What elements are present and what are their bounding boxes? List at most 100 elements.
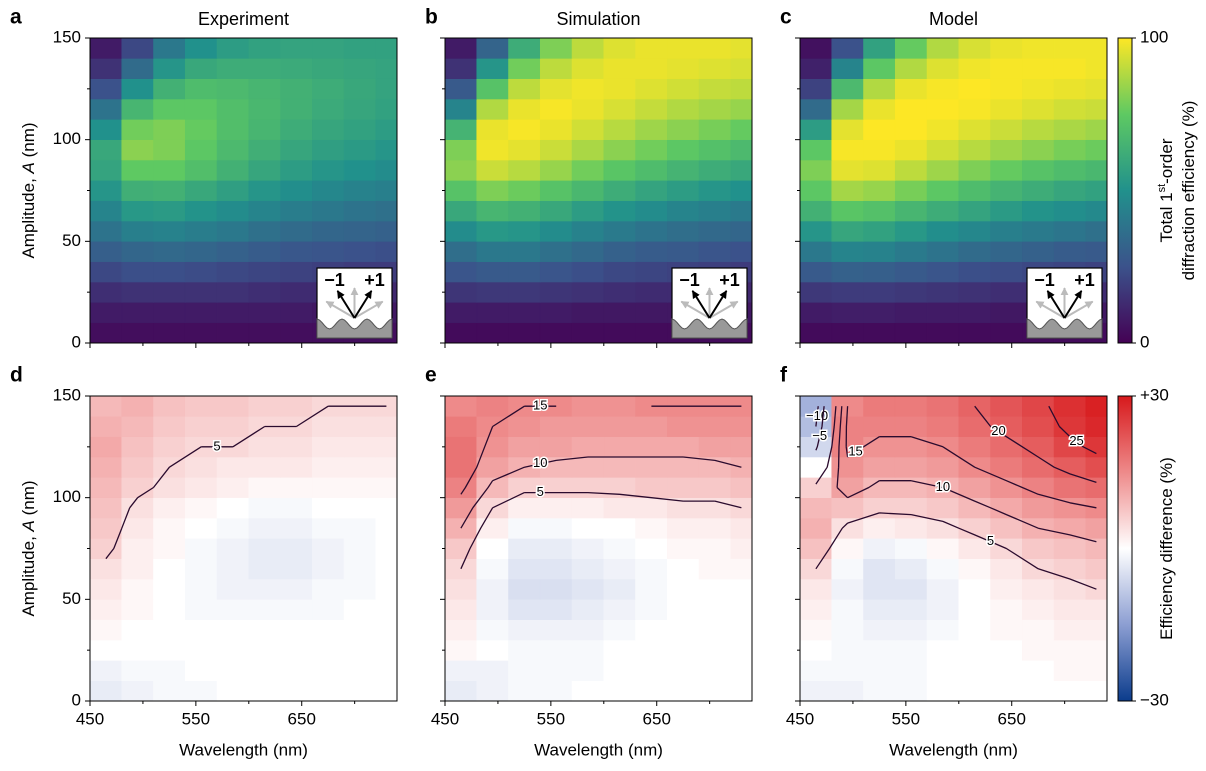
heatmap-cell <box>698 558 732 580</box>
heatmap-cell <box>635 200 668 222</box>
y-tick-label: 50 <box>62 231 81 250</box>
heatmap-cell <box>1085 497 1108 519</box>
heatmap-cell <box>184 119 218 140</box>
heatmap-cell <box>831 58 864 79</box>
heatmap-cell <box>635 58 668 79</box>
heatmap-cell <box>375 660 398 681</box>
inset-arrow <box>680 300 711 319</box>
contour-line <box>815 406 825 451</box>
heatmap-cell <box>216 119 250 140</box>
heatmap-cell <box>667 241 700 262</box>
heatmap-cell <box>571 660 605 681</box>
heatmap-cell <box>603 322 636 344</box>
heatmap-cell <box>216 660 250 681</box>
heatmap-cell <box>1053 680 1087 702</box>
inset-label: +1 <box>719 270 740 290</box>
heatmap-cell <box>730 477 753 498</box>
heatmap-cell <box>153 517 186 539</box>
contour-line <box>836 406 1097 543</box>
heatmap-cell <box>1053 241 1087 262</box>
heatmap-cell <box>539 619 573 641</box>
heatmap-cell <box>698 416 732 437</box>
contour-line <box>974 405 1097 484</box>
heatmap-cell <box>1085 395 1108 417</box>
heatmap-cell <box>312 200 345 222</box>
heatmap-cell <box>863 98 896 120</box>
heatmap-cell <box>476 680 509 702</box>
heatmap-cell <box>444 416 478 437</box>
heatmap-cell <box>863 302 896 323</box>
heatmap-cell <box>603 395 636 417</box>
heatmap-cell <box>730 497 753 519</box>
colorbar-tick-label: −30 <box>1140 690 1169 709</box>
heatmap-cell <box>184 517 218 539</box>
heatmap-cell <box>958 436 991 458</box>
contour-line <box>105 405 387 560</box>
contour-line <box>460 405 742 495</box>
colorbar-label: Total 1st-order <box>1156 138 1177 242</box>
heatmap-cell <box>1085 517 1108 539</box>
heatmap-cell <box>153 58 186 79</box>
heatmap-cell <box>635 558 668 580</box>
heatmap-cell <box>1085 37 1108 59</box>
heatmap-cell <box>730 578 753 600</box>
heatmap-cell <box>831 578 864 600</box>
heatmap-cell <box>280 241 313 262</box>
heatmap-cell <box>280 37 313 59</box>
heatmap-cell <box>312 660 345 681</box>
heatmap-cell <box>635 322 668 344</box>
colorbar <box>1117 37 1133 344</box>
heatmap-cell <box>280 578 313 600</box>
heatmap-cell <box>571 98 605 120</box>
heatmap-cell <box>571 497 605 519</box>
heatmap-cell <box>248 538 281 559</box>
heatmap-cell <box>89 680 123 702</box>
heatmap-cell <box>184 660 218 681</box>
heatmap-cell <box>1053 538 1087 559</box>
heatmap-cell <box>926 619 960 641</box>
heatmap-cell <box>799 538 833 559</box>
heatmap-cell <box>216 477 250 498</box>
heatmap-cell <box>508 322 541 344</box>
heatmap-cell <box>248 200 281 222</box>
heatmap-cell <box>698 200 732 222</box>
heatmap-cell <box>248 302 281 323</box>
heatmap-cell <box>863 37 896 59</box>
heatmap-cell <box>863 322 896 344</box>
heatmap-cell <box>603 261 636 283</box>
heatmap-cell <box>184 497 218 519</box>
heatmap-cell <box>730 139 753 161</box>
heatmap-cell <box>89 180 123 201</box>
heatmap-cell <box>863 538 896 559</box>
heatmap-cell <box>444 639 478 661</box>
heatmap-cell <box>730 538 753 559</box>
inset-label: +1 <box>364 270 385 290</box>
heatmap-cell <box>375 78 398 100</box>
heatmap-cell <box>831 37 864 59</box>
heatmap-cell <box>184 200 218 222</box>
heatmap-cell <box>730 98 753 120</box>
heatmap-cell <box>89 281 123 303</box>
heatmap-cell <box>539 477 573 498</box>
heatmap-cell <box>539 180 573 201</box>
heatmap-cell <box>799 578 833 600</box>
heatmap-cell <box>1053 619 1087 641</box>
heatmap-cell <box>539 660 573 681</box>
heatmap-cell <box>508 599 541 620</box>
heatmap-cell <box>667 416 700 437</box>
heatmap-cell <box>280 58 313 79</box>
heatmap-cell <box>121 599 154 620</box>
heatmap-cell <box>863 558 896 580</box>
heatmap-cell <box>121 619 154 641</box>
heatmap-cell <box>476 456 509 478</box>
heatmap-cell <box>990 98 1023 120</box>
heatmap-cell <box>603 37 636 59</box>
heatmap-cell <box>831 416 864 437</box>
heatmap-cell <box>343 119 377 140</box>
heatmap-cell <box>667 159 700 181</box>
heatmap-cell <box>1022 456 1055 478</box>
heatmap-cell <box>539 281 573 303</box>
heatmap-cell <box>280 281 313 303</box>
heatmap-cell <box>635 220 668 242</box>
heatmap-cell <box>1022 241 1055 262</box>
